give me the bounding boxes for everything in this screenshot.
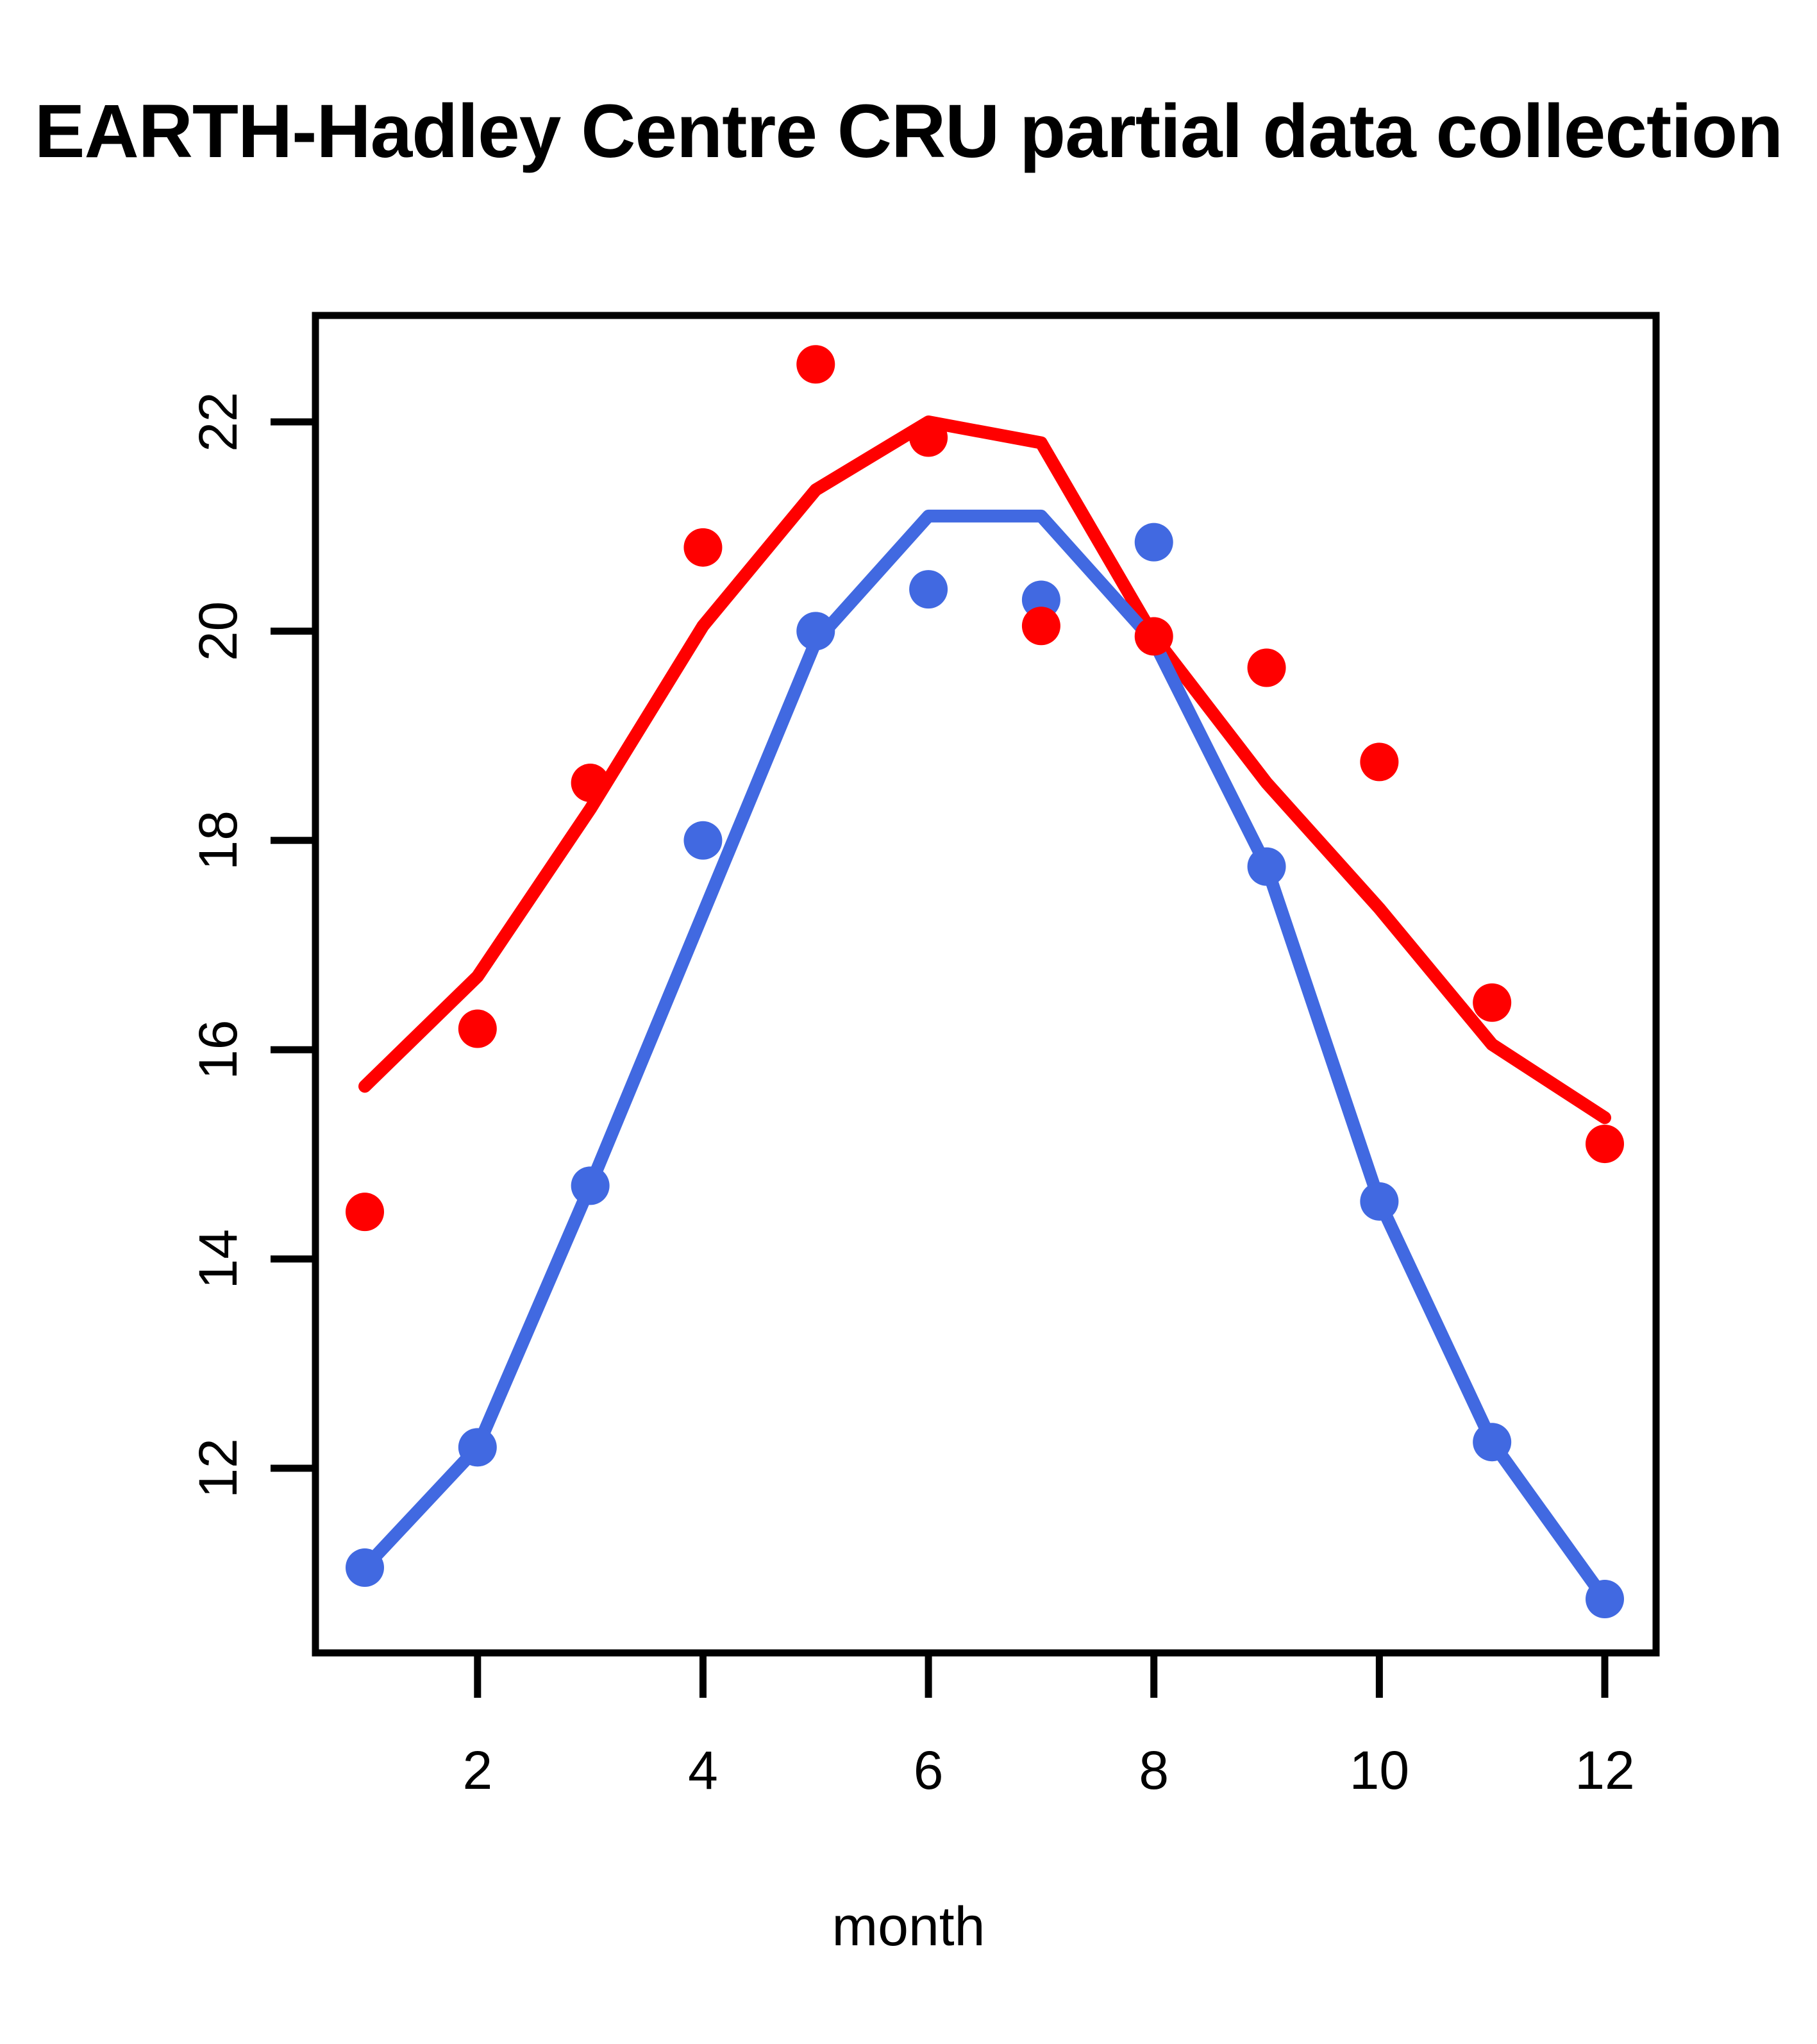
data-point bbox=[1473, 1423, 1512, 1462]
data-point bbox=[571, 764, 610, 803]
y-axis-tick-labels: 12 14 16 18 20 22 bbox=[188, 392, 248, 1498]
x-tick-label: 12 bbox=[1575, 1740, 1634, 1800]
x-tick-label: 4 bbox=[688, 1740, 718, 1800]
y-tick-label: 16 bbox=[188, 1019, 248, 1079]
data-point bbox=[909, 418, 948, 457]
series-red-line bbox=[358, 415, 1611, 1125]
data-point bbox=[346, 1548, 384, 1587]
y-tick-label: 14 bbox=[188, 1229, 248, 1289]
series-blue-points bbox=[346, 523, 1624, 1618]
data-point bbox=[346, 1193, 384, 1232]
page-title: EARTH-Hadley Centre CRU partial data col… bbox=[34, 89, 1784, 174]
data-point bbox=[1360, 1182, 1399, 1221]
y-tick-label: 12 bbox=[188, 1438, 248, 1498]
data-point bbox=[1134, 523, 1173, 562]
y-tick-label: 18 bbox=[188, 810, 248, 870]
x-tick-label: 6 bbox=[914, 1740, 944, 1800]
data-point bbox=[1247, 648, 1286, 687]
x-axis-ticks bbox=[474, 1653, 1609, 1698]
y-tick-label: 22 bbox=[188, 392, 248, 451]
x-axis-title: month bbox=[832, 1896, 985, 1957]
data-point bbox=[796, 345, 835, 384]
x-tick-label: 2 bbox=[462, 1740, 492, 1800]
data-point bbox=[683, 528, 723, 567]
data-point bbox=[1473, 983, 1512, 1022]
y-axis-ticks bbox=[271, 418, 315, 1472]
data-point bbox=[571, 1166, 610, 1205]
y-tick-label: 20 bbox=[188, 601, 248, 661]
data-point bbox=[458, 1428, 497, 1467]
data-point bbox=[1586, 1125, 1624, 1164]
x-axis-tick-labels: 2 4 6 8 10 12 bbox=[462, 1740, 1634, 1800]
data-point bbox=[1586, 1580, 1624, 1618]
data-point bbox=[1134, 617, 1173, 656]
data-point bbox=[458, 1009, 497, 1048]
data-point bbox=[796, 612, 835, 651]
data-point bbox=[1021, 607, 1060, 646]
data-point bbox=[1247, 847, 1286, 886]
data-point bbox=[909, 570, 948, 609]
series-blue-line bbox=[358, 509, 1611, 1605]
x-tick-label: 8 bbox=[1139, 1740, 1169, 1800]
data-point bbox=[683, 821, 723, 860]
data-point bbox=[1360, 742, 1399, 782]
x-tick-label: 10 bbox=[1350, 1740, 1409, 1800]
series-red-points bbox=[346, 345, 1624, 1232]
